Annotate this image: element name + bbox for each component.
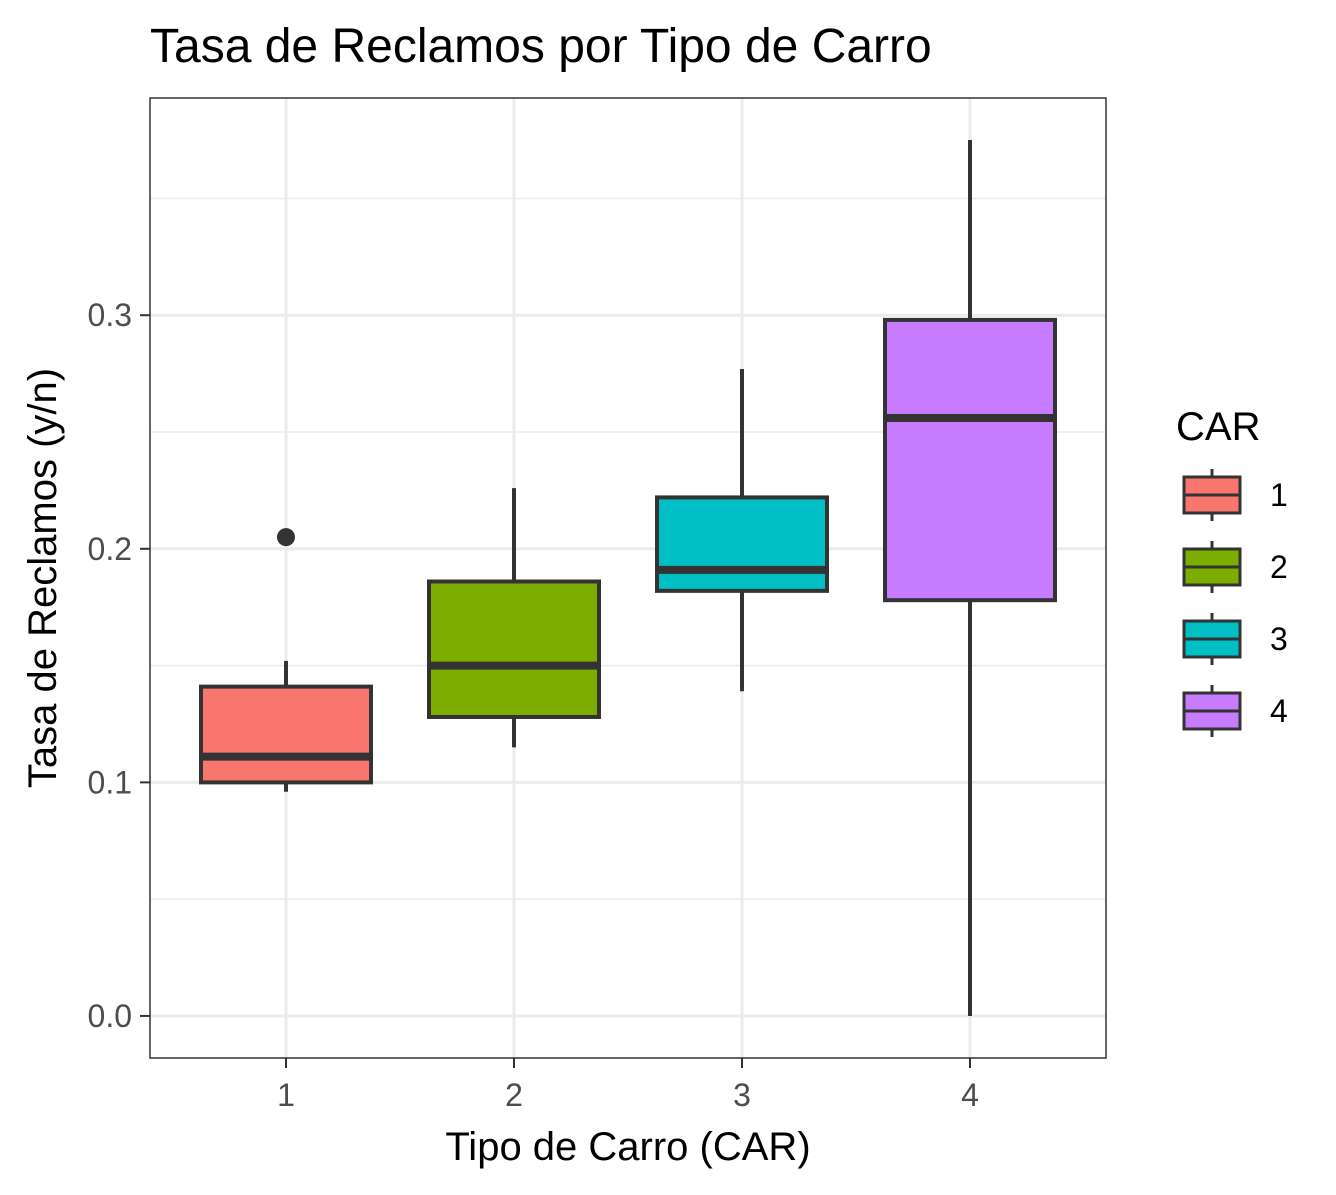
box-body bbox=[883, 317, 1057, 603]
plot-area bbox=[149, 97, 1107, 1059]
legend-label: 4 bbox=[1270, 693, 1288, 729]
box-body bbox=[655, 495, 829, 593]
y-tick-label: 0.0 bbox=[88, 998, 132, 1034]
x-axis: 1 2 3 4 bbox=[277, 1058, 979, 1113]
x-tick-label: 1 bbox=[277, 1077, 295, 1113]
x-tick-label: 4 bbox=[961, 1077, 979, 1113]
plot-panel-border bbox=[149, 97, 1107, 1059]
legend-label: 1 bbox=[1270, 477, 1288, 513]
box-body bbox=[199, 684, 373, 785]
y-tick-label: 0.1 bbox=[88, 764, 132, 800]
x-tick-label: 3 bbox=[733, 1077, 751, 1113]
x-tick-label: 2 bbox=[505, 1077, 523, 1113]
legend-key-4: 4 bbox=[1182, 685, 1288, 737]
box-group-4 bbox=[883, 140, 1057, 1016]
box-group-2 bbox=[427, 488, 601, 748]
legend-keys: 1 2 3 4 bbox=[1182, 469, 1288, 737]
x-axis-title: Tipo de Carro (CAR) bbox=[445, 1125, 810, 1169]
y-tick-label: 0.2 bbox=[88, 531, 132, 567]
y-tick-label: 0.3 bbox=[88, 297, 132, 333]
legend-key-1: 1 bbox=[1182, 469, 1288, 521]
outlier-point bbox=[277, 528, 295, 547]
box-group-3 bbox=[655, 368, 829, 692]
box-group-1 bbox=[199, 528, 373, 792]
y-axis: 0.0 0.1 0.2 0.3 bbox=[88, 297, 150, 1034]
legend-key-3: 3 bbox=[1182, 613, 1288, 665]
box-series bbox=[199, 140, 1057, 1016]
legend-key-2: 2 bbox=[1182, 541, 1288, 593]
legend-title: CAR bbox=[1176, 405, 1260, 449]
legend-label: 3 bbox=[1270, 621, 1288, 657]
y-axis-title: Tasa de Reclamos (y/n) bbox=[21, 368, 65, 788]
legend: CAR 1 2 3 4 bbox=[1176, 405, 1288, 737]
box-body bbox=[427, 579, 601, 719]
chart-title: Tasa de Reclamos por Tipo de Carro bbox=[150, 20, 932, 73]
legend-label: 2 bbox=[1270, 549, 1288, 585]
